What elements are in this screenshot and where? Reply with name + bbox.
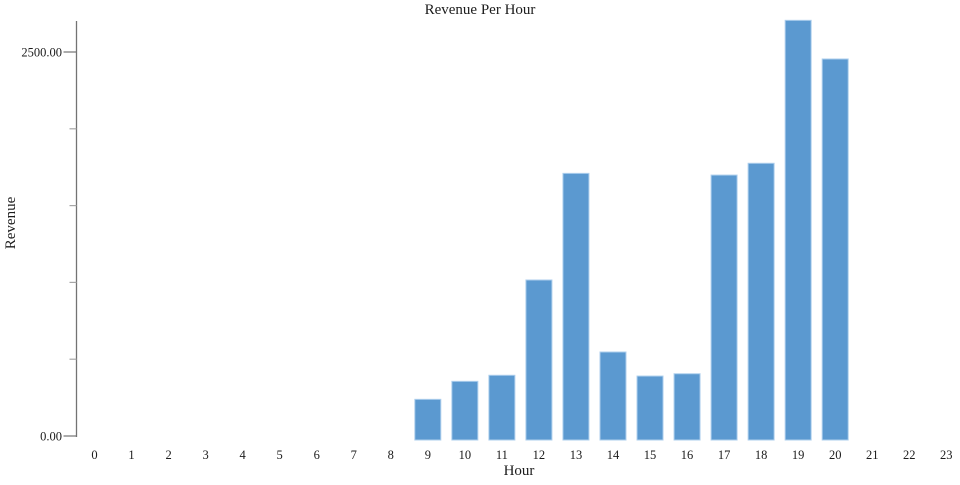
x-tick-label: 21 — [866, 448, 879, 462]
x-tick-label: 4 — [240, 448, 247, 462]
bar-hour-10 — [451, 380, 479, 441]
x-tick-label: 11 — [496, 448, 508, 462]
bar-hour-14 — [599, 351, 627, 441]
x-tick-label: 17 — [718, 448, 731, 462]
bar-hour-11 — [488, 374, 516, 441]
x-tick-label: 14 — [607, 448, 620, 462]
x-tick-label: 20 — [829, 448, 842, 462]
x-tick-label: 13 — [570, 448, 583, 462]
x-tick-label: 7 — [351, 448, 357, 462]
x-tick-label: 10 — [459, 448, 472, 462]
x-tick-label: 5 — [277, 448, 283, 462]
x-tick-label: 8 — [388, 448, 394, 462]
y-axis-label: Revenue — [3, 196, 19, 249]
x-tick-label: 1 — [128, 448, 134, 462]
x-tick-label: 15 — [644, 448, 657, 462]
bar-hour-20 — [821, 58, 849, 441]
bar-hour-19 — [784, 19, 812, 441]
chart-title: Revenue Per Hour — [425, 2, 536, 18]
x-tick-label: 23 — [940, 448, 953, 462]
bar-hour-16 — [673, 373, 701, 441]
bar-hour-15 — [636, 375, 664, 441]
x-tick-label: 18 — [755, 448, 768, 462]
x-tick-label: 3 — [202, 448, 208, 462]
bar-hour-12 — [525, 279, 553, 441]
x-tick-label: 12 — [533, 448, 546, 462]
bar-hour-17 — [710, 174, 738, 441]
bar-hour-13 — [562, 172, 590, 441]
x-tick-label: 6 — [314, 448, 320, 462]
bar-hour-9 — [414, 398, 442, 441]
bar-hour-18 — [747, 162, 775, 441]
x-tick-label: 19 — [792, 448, 805, 462]
x-tick-label: 0 — [91, 448, 97, 462]
y-tick-label: 0.00 — [40, 429, 62, 443]
x-tick-label: 16 — [681, 448, 694, 462]
y-tick-label: 2500.00 — [21, 45, 62, 59]
x-axis-label: Hour — [504, 463, 535, 479]
x-tick-label: 2 — [165, 448, 171, 462]
x-tick-label: 22 — [903, 448, 916, 462]
x-tick-label: 9 — [425, 448, 431, 462]
